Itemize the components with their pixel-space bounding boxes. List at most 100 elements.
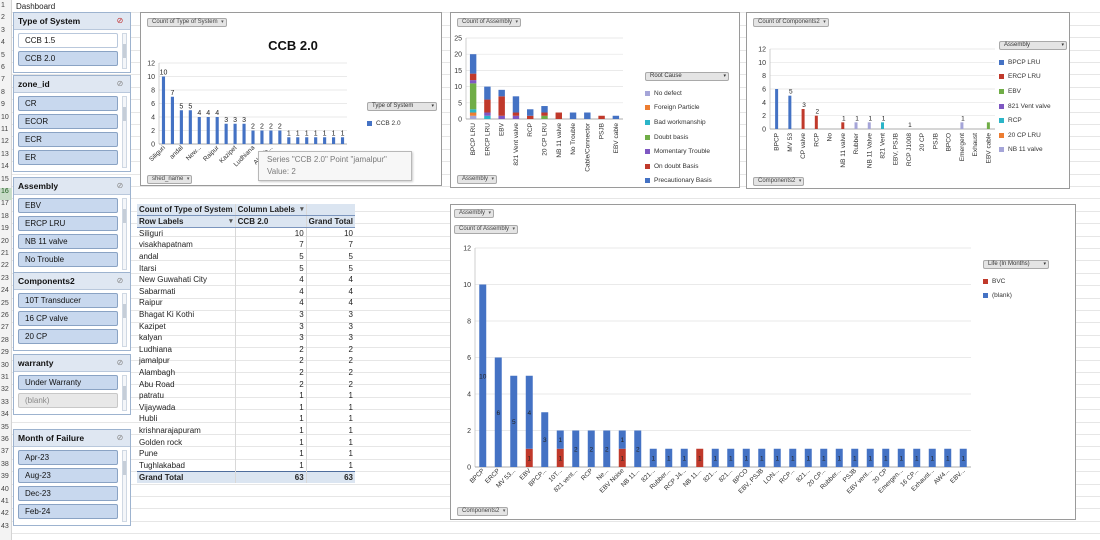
pivot-cell[interactable]: 1 bbox=[235, 459, 307, 472]
slicer-item[interactable]: Feb-24 bbox=[18, 504, 118, 519]
slicer-item[interactable]: CCB 1.5 bbox=[18, 33, 118, 48]
row-number[interactable]: 3 bbox=[1, 26, 5, 34]
row-number[interactable]: 41 bbox=[1, 498, 9, 505]
clear-filter-icon[interactable]: ⊘ bbox=[116, 16, 124, 25]
bar-segment[interactable] bbox=[484, 115, 491, 119]
table-row[interactable]: Siliguri 10 10 bbox=[137, 227, 355, 240]
slicer-scrollbar[interactable] bbox=[122, 375, 127, 411]
table-row[interactable]: Sabarmati 4 4 bbox=[137, 285, 355, 298]
bar-segment[interactable] bbox=[512, 112, 520, 116]
row-number[interactable]: 42 bbox=[1, 510, 9, 518]
bar-segment[interactable] bbox=[541, 115, 548, 119]
row-number[interactable]: 25 bbox=[1, 299, 9, 307]
clear-filter-icon[interactable]: ⊘ bbox=[116, 358, 124, 367]
pivot-cell[interactable]: 63 bbox=[235, 470, 307, 483]
scroll-thumb[interactable] bbox=[123, 107, 126, 121]
bar[interactable] bbox=[854, 122, 858, 129]
row-number[interactable]: 26 bbox=[1, 312, 9, 319]
root-cause-chart[interactable]: Count of Assembly ▾ Assembly ▾ 0 5 10 15 20 25 B… bbox=[450, 12, 740, 188]
row-number[interactable]: 8 bbox=[1, 88, 5, 96]
bar[interactable] bbox=[170, 96, 174, 144]
row-number[interactable]: 19 bbox=[1, 225, 9, 233]
table-row[interactable]: Vijaywada 1 1 bbox=[137, 401, 355, 414]
bar-segment[interactable] bbox=[882, 448, 890, 467]
row-number[interactable]: 38 bbox=[1, 460, 9, 468]
pivot-cell[interactable]: Siliguri bbox=[137, 227, 236, 240]
table-row[interactable]: patratu 1 1 bbox=[137, 389, 355, 402]
pivot-cell[interactable]: 4 bbox=[348, 275, 353, 285]
row-number[interactable]: 36 bbox=[1, 436, 9, 443]
row-number[interactable]: 18 bbox=[1, 212, 9, 220]
pivot-cell[interactable]: 3 bbox=[235, 308, 307, 321]
row-number[interactable]: 12 bbox=[1, 138, 9, 146]
table-row[interactable]: krishnarajapuram 1 1 bbox=[137, 424, 355, 437]
row-number[interactable]: 11 bbox=[1, 126, 9, 133]
bar[interactable] bbox=[881, 122, 884, 129]
pivot-cell[interactable]: Grand Total bbox=[137, 470, 236, 483]
pivot-cell[interactable]: New Guwahati City bbox=[137, 273, 236, 286]
row-number[interactable]: 10 bbox=[1, 113, 9, 121]
bar[interactable] bbox=[161, 76, 166, 145]
pivot-cell[interactable]: 3 bbox=[348, 310, 353, 320]
field-button-count[interactable]: Count of Type of System ▾ bbox=[147, 18, 227, 27]
slicer-components2[interactable]: Components2 ⊘ 10T Transducer 16 CP valve 20 … bbox=[13, 272, 131, 351]
pivot-cell[interactable]: 1 bbox=[235, 413, 307, 425]
pivot-cell[interactable]: 1 bbox=[235, 401, 307, 414]
slicer-scrollbar[interactable] bbox=[122, 293, 127, 347]
pivot-cell[interactable]: 1 bbox=[348, 414, 353, 424]
bar-segment[interactable] bbox=[469, 80, 477, 84]
dashboard-title-cell[interactable]: Dashboard bbox=[16, 2, 56, 11]
slicer-item[interactable]: ERCP LRU bbox=[18, 216, 118, 231]
pivot-cell[interactable]: Column Labels ▾ bbox=[235, 204, 307, 217]
bar[interactable] bbox=[340, 137, 345, 144]
bar-segment[interactable] bbox=[742, 448, 750, 467]
bar-segment[interactable] bbox=[634, 430, 642, 468]
slicer-item[interactable]: 16 CP valve bbox=[18, 311, 118, 326]
bar[interactable] bbox=[332, 137, 336, 144]
axis-field-button[interactable]: Components2 ▾ bbox=[753, 177, 805, 186]
row-number[interactable]: 21 bbox=[1, 250, 9, 257]
legend-filter-button[interactable]: Root Cause ▾ bbox=[645, 72, 729, 81]
bar[interactable] bbox=[179, 110, 183, 144]
pivot-cell[interactable]: Abu Road bbox=[137, 378, 236, 390]
bar-segment[interactable] bbox=[727, 448, 735, 467]
row-filter-icon[interactable]: ▾ bbox=[229, 218, 233, 226]
bar-segment[interactable] bbox=[959, 448, 967, 467]
bar-segment[interactable] bbox=[541, 412, 549, 467]
bar-segment[interactable] bbox=[556, 430, 564, 449]
bar[interactable] bbox=[206, 117, 210, 144]
row-number[interactable]: 35 bbox=[1, 423, 9, 431]
scroll-thumb[interactable] bbox=[123, 304, 126, 318]
row-number[interactable]: 1 bbox=[1, 2, 5, 9]
slicer-month-of-failure[interactable]: Month of Failure ⊘ Apr-23 Aug-23 Dec-23 Feb-2… bbox=[13, 429, 131, 526]
table-row[interactable]: Abu Road 2 2 bbox=[137, 378, 355, 390]
bar-segment[interactable] bbox=[711, 448, 719, 467]
table-row[interactable]: kalyan 3 3 bbox=[137, 331, 355, 344]
clear-filter-icon[interactable]: ⊘ bbox=[116, 181, 124, 190]
bar-segment[interactable] bbox=[618, 448, 626, 467]
bar-segment[interactable] bbox=[789, 448, 797, 467]
slicer-item[interactable]: ECR bbox=[18, 132, 118, 147]
bar[interactable] bbox=[278, 130, 282, 145]
pivot-cell[interactable]: kalyan bbox=[137, 331, 236, 344]
bar[interactable] bbox=[197, 117, 201, 144]
bar-segment[interactable] bbox=[696, 448, 704, 467]
pivot-cell[interactable]: 2 bbox=[348, 368, 353, 378]
scroll-thumb[interactable] bbox=[123, 386, 126, 400]
pivot-cell[interactable]: 1 bbox=[235, 436, 307, 448]
bar-segment[interactable] bbox=[820, 448, 828, 467]
pivot-cell[interactable]: 2 bbox=[348, 379, 353, 389]
slicer-zone-id[interactable]: zone_id ⊘ CR ECOR ECR ER bbox=[13, 75, 131, 172]
pivot-cell[interactable]: 1 bbox=[348, 437, 353, 447]
row-number[interactable]: 37 bbox=[1, 448, 9, 456]
bar-segment[interactable] bbox=[510, 375, 518, 467]
axis-field-button[interactable]: shed_name ▾ bbox=[147, 175, 193, 184]
row-number[interactable]: 33 bbox=[1, 398, 9, 406]
bar-segment[interactable] bbox=[469, 115, 477, 119]
bar[interactable] bbox=[841, 122, 845, 129]
pivot-cell[interactable]: 5 bbox=[348, 263, 353, 273]
pivot-cell[interactable]: Alambagh bbox=[137, 366, 236, 379]
slicer-item[interactable]: NB 11 valve bbox=[18, 234, 118, 249]
pivot-cell[interactable]: 1 bbox=[348, 449, 353, 459]
bar[interactable] bbox=[251, 130, 255, 145]
